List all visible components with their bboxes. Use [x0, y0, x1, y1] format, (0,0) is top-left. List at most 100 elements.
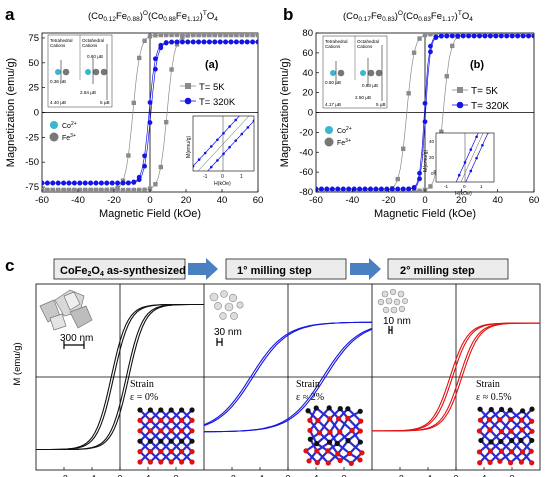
data-point-1: [482, 33, 488, 39]
lattice-atom: [314, 460, 320, 466]
x-tick-label-c: -4: [88, 473, 96, 477]
data-point-0: [223, 33, 228, 38]
data-point-1: [142, 153, 148, 159]
data-point-0: [83, 187, 88, 192]
lattice-atom: [158, 459, 164, 465]
inset-b-xlabel: H(kOe): [455, 191, 472, 197]
axes-b-axis: -60 -40 -20 0 20 40 60-80-60-40-20020406080Mag…: [279, 28, 539, 220]
fe-legend-dot-a: [49, 132, 59, 142]
octa-label-a: Octahedral: [82, 38, 104, 43]
lattice-atom: [314, 448, 320, 454]
lattice-atom: [314, 441, 320, 447]
step-label-1: CoFe2O4 as-synthesized: [60, 265, 186, 278]
data-point-0: [164, 119, 169, 125]
data-point-1: [515, 33, 521, 39]
panel-c-letter: c: [5, 256, 14, 275]
legend-a-320k: T= 320K: [199, 97, 236, 108]
panel-b-letter: b: [283, 5, 293, 24]
lattice-atom: [487, 448, 494, 454]
data-point-1: [147, 100, 153, 105]
lattice-atom: [507, 407, 513, 413]
lattice-atom: [189, 449, 195, 455]
legend-b: T= 5K T= 320K: [452, 86, 509, 112]
data-point-0: [120, 187, 126, 192]
data-point-1: [185, 39, 191, 45]
y-tick-label: 40: [302, 68, 313, 79]
data-point-0: [395, 176, 400, 182]
lattice-1: [137, 407, 195, 465]
lattice-atom: [168, 438, 174, 444]
lattice-atom: [326, 405, 332, 411]
inset-point: [493, 97, 496, 100]
inset-b-ylabel: M(emu/g): [423, 150, 429, 172]
inset-line: [465, 133, 489, 182]
data-point-1: [163, 40, 169, 45]
data-point-1: [351, 186, 357, 192]
data-point-0: [450, 43, 455, 49]
loop-line-1: [204, 328, 372, 433]
lattice-atom: [168, 459, 174, 465]
lattice-atom: [189, 459, 195, 465]
step-box-2: [225, 258, 347, 280]
inset-line: [193, 116, 240, 167]
svg-text:Fe3+: Fe3+: [62, 133, 76, 142]
data-point-0: [191, 33, 196, 38]
lattice-atom: [305, 408, 311, 414]
y-tick-label: -75: [25, 182, 39, 193]
inset-b-xtick-1: -1: [444, 184, 449, 189]
data-point-1: [109, 180, 115, 186]
ion-legend-b: Co2+ Fe3+: [324, 126, 352, 147]
lattice-atom: [168, 407, 174, 413]
co-legend-dot-a: [50, 121, 58, 129]
loop-group-0: [36, 284, 204, 470]
fe-ion-a2: [92, 68, 100, 76]
moment-a-2: 0.60 μB: [87, 54, 103, 59]
data-point-0: [428, 33, 433, 37]
data-point-1: [411, 185, 417, 190]
lattice-atom: [528, 448, 534, 454]
inset-a-xtick-3: 1: [240, 174, 243, 180]
data-point-0: [104, 187, 109, 192]
moment-a-4: 4.40 μB: [50, 100, 66, 105]
lattice-atom: [477, 406, 483, 412]
lattice-bond: [489, 429, 502, 443]
data-point-0: [42, 187, 45, 192]
moment-b-2: 0.83 μB: [362, 83, 378, 88]
moment-a-5: 5 μB: [100, 100, 110, 105]
step-label-3: 2° milling step: [400, 265, 475, 277]
lattice-atom: [179, 407, 185, 413]
x-tick-label-c: 4: [146, 473, 151, 477]
data-point-1: [384, 186, 390, 192]
tetra-label-b: Tetrahedral: [325, 39, 348, 44]
lattice-bond: [336, 439, 349, 455]
y-tick-label: 80: [302, 28, 313, 39]
data-point-0: [428, 184, 433, 189]
lattice-atom: [478, 437, 484, 444]
lattice-atom: [498, 429, 505, 435]
lattice-atom: [345, 415, 351, 421]
fe-ion-a1: [62, 68, 70, 76]
y-tick-label: 0: [308, 108, 313, 119]
moment-a-3: 2.84 μB: [80, 90, 96, 95]
data-point-1: [120, 180, 126, 186]
data-point-1: [362, 186, 368, 192]
particles-medium: [209, 290, 244, 320]
lattice-atom: [189, 407, 195, 413]
y-tick-label: 25: [28, 83, 39, 94]
lattice-atom: [509, 449, 515, 455]
lattice-atom: [357, 457, 363, 463]
inset-b-xtick-3: 1: [480, 184, 483, 189]
y-axis-label-c: M (emu/g): [12, 342, 23, 385]
y-tick-label: 60: [302, 48, 313, 59]
x-tick-label: -40: [345, 195, 359, 206]
data-point-1: [180, 39, 185, 45]
x-axis-label: Magnetic Field (kOe): [99, 208, 201, 220]
lattice-2: [303, 405, 365, 466]
inset-b-ytick-2: 20: [429, 155, 435, 160]
inset-b-ytick-3: 40: [429, 139, 435, 144]
data-point-0: [169, 67, 174, 72]
data-point-1: [234, 39, 239, 45]
lattice-atom: [476, 449, 483, 455]
lattice-atom: [357, 439, 363, 445]
lattice-atom: [518, 437, 524, 444]
